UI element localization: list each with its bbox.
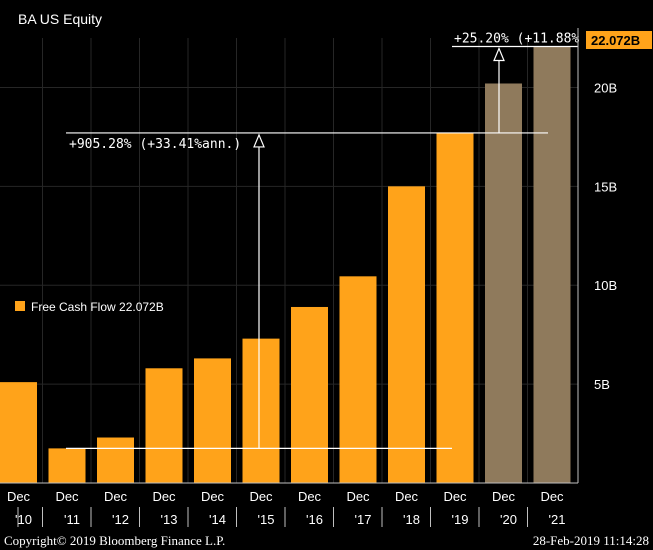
x-tick-month: Dec (443, 489, 467, 504)
x-tick-month: Dec (201, 489, 225, 504)
bar (145, 368, 183, 483)
bar (242, 338, 280, 483)
y-axis: 5B 10B 15B 20B (577, 28, 617, 483)
bar (194, 358, 231, 483)
chart-title: BA US Equity (18, 11, 102, 27)
x-tick-month: Dec (249, 489, 273, 504)
bar (485, 83, 522, 483)
x-tick-month: Dec (298, 489, 322, 504)
x-tick-year: '12 (112, 512, 129, 527)
last-value-badge: 22.072B (586, 31, 652, 49)
x-tick-year: '18 (403, 512, 420, 527)
y-tick-label: 10B (594, 278, 617, 293)
bar (97, 437, 134, 483)
x-tick-year: '16 (306, 512, 323, 527)
bar (388, 186, 425, 484)
x-tick-year: '11 (64, 512, 80, 527)
annotation-text: +25.20% (+11.88% (454, 31, 579, 46)
x-tick-month: Dec (7, 489, 31, 504)
x-tick-year: '10 (15, 512, 32, 527)
x-tick-year: '14 (209, 512, 226, 527)
y-tick-label: 20B (594, 80, 617, 95)
x-tick-month: Dec (104, 489, 128, 504)
last-value-label: 22.072B (591, 33, 640, 48)
copyright-text: Copyright© 2019 Bloomberg Finance L.P. (4, 533, 225, 548)
bar (533, 46, 571, 483)
bar (48, 448, 86, 483)
timestamp-text: 28-Feb-2019 11:14:28 (533, 533, 649, 548)
x-tick-year: '15 (258, 512, 275, 527)
last-value-badge-bg (586, 31, 652, 49)
x-tick-month: Dec (346, 489, 370, 504)
gridlines (0, 38, 578, 483)
y-tick-label: 15B (594, 179, 617, 194)
x-tick-month: Dec (152, 489, 176, 504)
x-tick-year: '13 (161, 512, 178, 527)
legend-swatch (15, 301, 25, 311)
legend: Free Cash Flow 22.072B (15, 300, 164, 314)
annotation-arrow-head (493, 46, 505, 62)
x-tick-month: Dec (492, 489, 516, 504)
x-tick-month: Dec (55, 489, 79, 504)
annotations: +905.28% (+33.41%ann.) +25.20% (+11.88% (66, 31, 579, 449)
bar (291, 306, 328, 483)
x-tick-month: Dec (395, 489, 419, 504)
x-tick-year: '19 (452, 512, 469, 527)
x-axis: Dec '10 Dec '11 Dec '12 Dec '13 Dec '14 Dec '15 Dec '… (0, 482, 578, 527)
bar (0, 382, 37, 483)
x-tick-month: Dec (540, 489, 564, 504)
legend-label: Free Cash Flow 22.072B (31, 300, 164, 314)
bar (436, 132, 474, 483)
x-tick-year: '20 (500, 512, 517, 527)
annotation-arrow-head (253, 133, 265, 148)
x-tick-year: '21 (549, 512, 566, 527)
x-tick-year: '17 (355, 512, 372, 527)
annotation-text: +905.28% (+33.41%ann.) (69, 137, 241, 152)
bar (339, 276, 377, 483)
y-tick-label: 5B (594, 377, 610, 392)
